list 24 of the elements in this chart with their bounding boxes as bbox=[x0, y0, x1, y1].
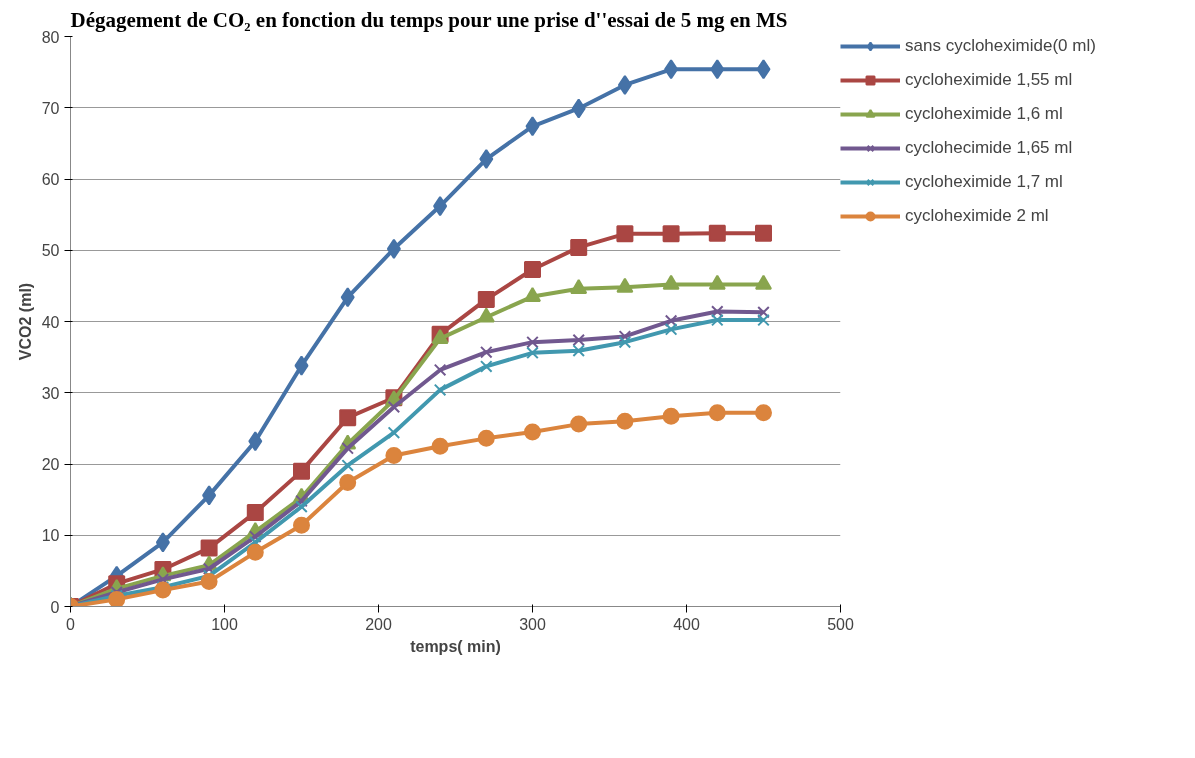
x-axis-title: temps( min) bbox=[410, 637, 501, 655]
legend-label: sans cycloheximide(0 ml) bbox=[905, 36, 1096, 56]
x-tick-label: 0 bbox=[66, 615, 76, 633]
chart-title: Dégagement de CO₂ en fonction du temps pour une prise d''essai de 5 mg en MS bbox=[70, 7, 788, 32]
legend-label: cycloheximide 2 ml bbox=[905, 206, 1049, 226]
y-tick-label: 10 bbox=[41, 527, 60, 545]
x-tick-label: 100 bbox=[211, 615, 238, 633]
legend-label: cycloheximide 1,55 ml bbox=[905, 70, 1073, 90]
y-tick-label: 20 bbox=[41, 456, 60, 473]
legend-label: cyclohecimide 1,65 ml bbox=[905, 138, 1073, 158]
legend-label: cycloheximide 1,6 ml bbox=[905, 104, 1063, 124]
y-tick-label: 30 bbox=[41, 384, 60, 402]
y-tick-label: 50 bbox=[41, 242, 60, 260]
x-tick-label: 200 bbox=[365, 615, 392, 633]
y-axis-title: VCO2 (ml) bbox=[16, 282, 34, 361]
y-tick-label: 70 bbox=[41, 99, 60, 117]
legend-label: cycloheximide 1,7 ml bbox=[905, 172, 1063, 192]
x-tick-label: 400 bbox=[673, 615, 700, 633]
x-tick-label: 500 bbox=[827, 615, 854, 633]
x-tick-label: 300 bbox=[519, 615, 546, 633]
y-tick-label: 60 bbox=[41, 171, 60, 188]
y-tick-label: 80 bbox=[41, 28, 60, 46]
y-tick-label: 40 bbox=[41, 313, 60, 331]
y-tick-label: 0 bbox=[50, 598, 60, 616]
